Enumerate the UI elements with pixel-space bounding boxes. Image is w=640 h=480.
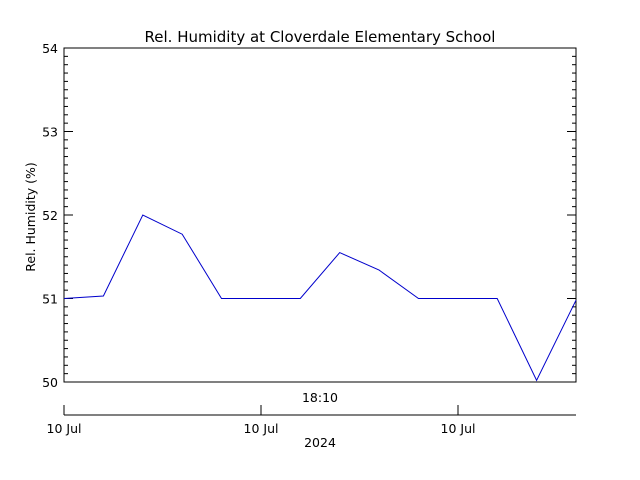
y-tick-label: 52 xyxy=(42,208,58,223)
y-tick-label: 53 xyxy=(42,125,58,140)
y-axis-ticks xyxy=(64,47,576,383)
y-tick-label: 51 xyxy=(42,292,58,307)
time-tick-label-1: 10 Jul xyxy=(47,421,82,436)
time-tick-label-2: 10 Jul xyxy=(244,421,279,436)
y-tick-label: 54 xyxy=(42,41,58,56)
series-line xyxy=(63,214,577,382)
time-axis-ticks xyxy=(63,405,459,415)
year-label: 2024 xyxy=(304,435,336,450)
series-layer xyxy=(63,214,577,382)
y-axis-tick-labels: 50 51 52 53 54 xyxy=(42,41,58,390)
plot-frame xyxy=(63,47,577,383)
chart-title: Rel. Humidity at Cloverdale Elementary S… xyxy=(145,28,496,46)
y-tick-label: 50 xyxy=(42,375,58,390)
y-axis-title: Rel. Humidity (%) xyxy=(23,162,38,272)
time-tick-label-3: 10 Jul xyxy=(441,421,476,436)
time-label: 18:10 xyxy=(302,390,338,405)
